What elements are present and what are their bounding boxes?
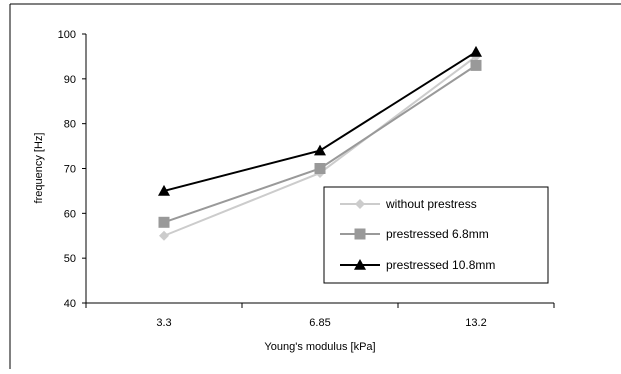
legend-label: prestressed 10.8mm <box>386 258 495 272</box>
data-point <box>159 230 169 241</box>
data-point <box>470 59 482 71</box>
y-tick-label: 80 <box>64 119 76 131</box>
legend-item: prestressed 10.8mm <box>340 258 495 272</box>
legend: without prestress prestressed 6.8mm prestr… <box>323 186 549 284</box>
x-axis-label: Young's modulus [kPa] <box>264 341 375 353</box>
x-ticks: 3.3 6.85 13.2 <box>85 303 555 329</box>
data-point <box>470 45 482 57</box>
legend-marker <box>355 199 365 209</box>
y-tick-label: 60 <box>64 208 76 220</box>
series-2 <box>158 45 482 196</box>
legend-item: without prestress <box>340 197 477 211</box>
legend-label: prestressed 6.8mm <box>386 227 489 241</box>
y-tick-label: 70 <box>64 164 76 176</box>
x-tick-label: 13.2 <box>465 317 486 329</box>
series-layer <box>158 45 482 241</box>
y-tick-label: 40 <box>64 298 76 310</box>
legend-marker <box>354 228 366 240</box>
y-ticks: 40 50 60 70 80 90 100 <box>58 29 86 310</box>
data-point <box>158 216 170 228</box>
y-tick-label: 90 <box>64 74 76 86</box>
data-point <box>314 163 326 174</box>
legend-label: without prestress <box>385 197 477 211</box>
x-tick-label: 6.85 <box>309 317 330 329</box>
legend-items: without prestress prestressed 6.8mm prestr… <box>340 197 495 272</box>
legend-marker <box>354 259 366 270</box>
series-1 <box>158 59 482 228</box>
data-point <box>158 184 170 196</box>
y-axis-label: frequency [Hz] <box>33 133 45 204</box>
legend-item: prestressed 6.8mm <box>340 227 489 241</box>
y-tick-label: 100 <box>58 29 76 41</box>
data-point <box>314 144 326 156</box>
x-tick-label: 3.3 <box>156 317 171 329</box>
y-tick-label: 50 <box>64 253 76 265</box>
